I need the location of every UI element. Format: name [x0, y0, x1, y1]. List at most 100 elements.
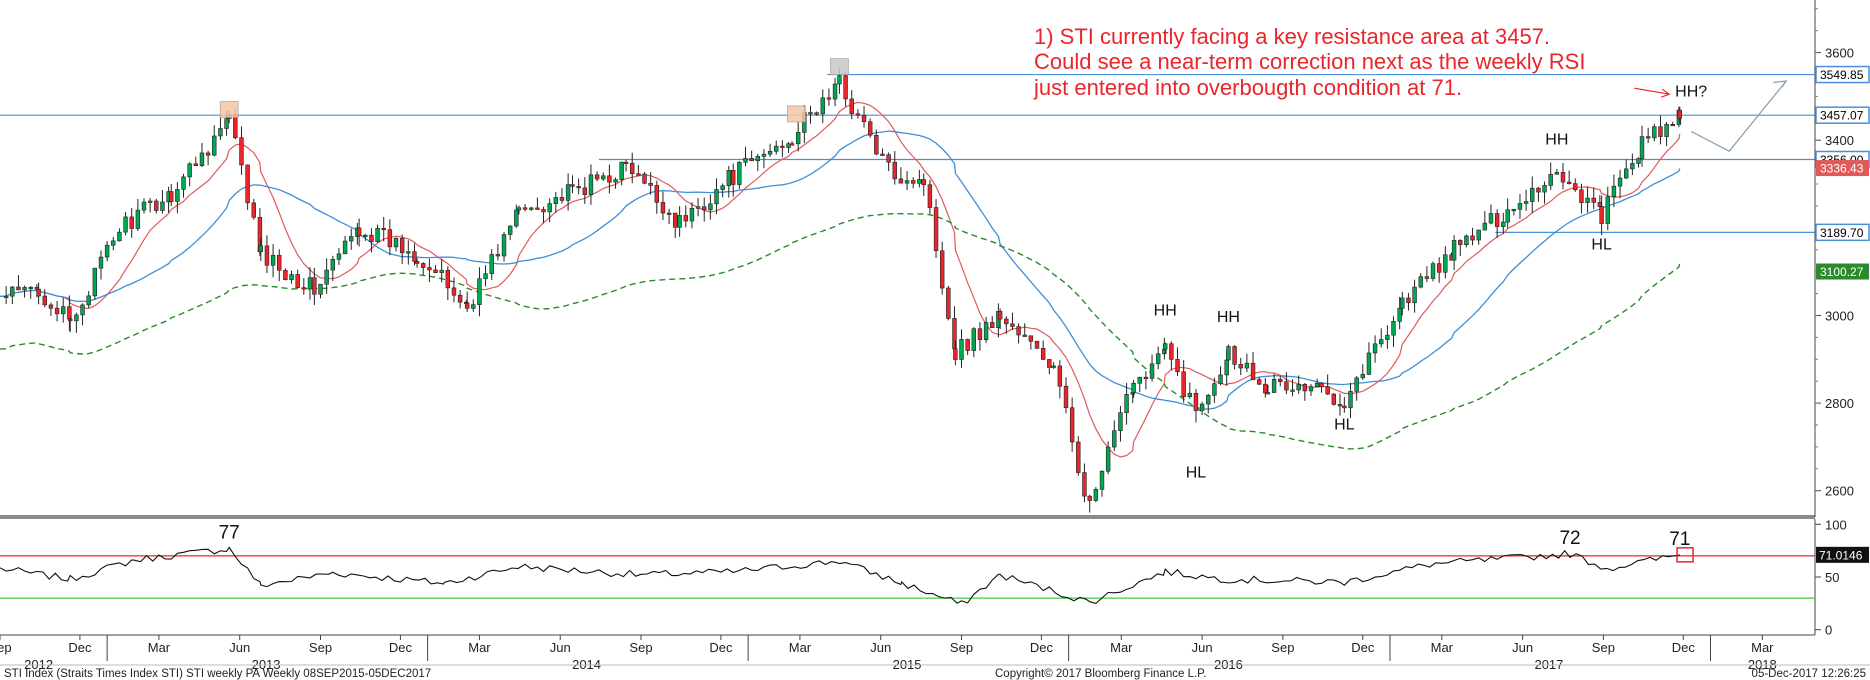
candle-body [1658, 126, 1663, 137]
candle-body [3, 295, 9, 298]
candle-body [613, 179, 618, 183]
highlight-box [830, 58, 849, 75]
ma-mid-line [0, 130, 1681, 410]
rsi-label: 72 [1559, 528, 1580, 549]
swing-label: HL [1334, 416, 1355, 433]
candle-body [421, 263, 426, 268]
candle-body [349, 236, 354, 242]
candle-body [1560, 172, 1566, 183]
candle-body [1652, 126, 1657, 139]
candle-body [251, 202, 256, 218]
footer-center: Copyright© 2017 Bloomberg Finance L.P. [995, 668, 1207, 680]
candle-body [636, 173, 641, 176]
candle-body [1010, 323, 1015, 327]
candle-body [1360, 374, 1365, 379]
annotation-line-1: 1) STI currently facing a key resistance… [1034, 24, 1550, 49]
candle-body [457, 294, 463, 303]
candle-body [1443, 254, 1448, 273]
candle-body [1271, 378, 1277, 393]
candle-body [1430, 263, 1436, 279]
rsi-tick-label: 0 [1825, 623, 1832, 638]
candle-body [1406, 297, 1411, 304]
candle-body [1599, 206, 1604, 224]
level-tag-box [1815, 65, 1870, 84]
candle-body [1511, 208, 1517, 212]
candle-body [911, 180, 916, 184]
candle-body [666, 212, 672, 215]
candle-body [1505, 209, 1510, 223]
candle-body [1314, 382, 1320, 387]
candle-body [1265, 392, 1271, 395]
candle-body [1617, 177, 1623, 187]
candle-body [1022, 334, 1027, 337]
candle-body [1099, 470, 1105, 490]
candle-body [218, 128, 223, 137]
candle-body [1579, 189, 1584, 203]
candle-body [1670, 123, 1675, 127]
candle-body [1244, 362, 1250, 369]
candle-body [169, 191, 174, 202]
candle-body [737, 161, 742, 185]
candle-body [1630, 163, 1635, 170]
candle-body [601, 175, 606, 180]
candle-body [933, 207, 939, 252]
highlight-box [787, 105, 806, 123]
candle-body [16, 286, 21, 291]
price-tick-label: 3400 [1825, 133, 1854, 148]
candle-body [318, 283, 323, 295]
candle-body [1028, 335, 1034, 342]
month-tick-label: Sep [1271, 640, 1294, 655]
candle-body [820, 97, 825, 115]
candle-body [1366, 352, 1372, 375]
candle-body [780, 145, 785, 148]
candle-body [68, 318, 73, 322]
candle-body [767, 151, 773, 155]
candle-body [495, 254, 501, 257]
candle-body [702, 206, 707, 211]
candle-body [880, 153, 885, 156]
candle-body [565, 184, 571, 201]
candle-body [607, 175, 612, 183]
candle-body [1302, 384, 1308, 392]
candle-body [1047, 359, 1052, 368]
candle-body [677, 215, 682, 228]
candle-body [80, 304, 85, 316]
candle-body [393, 238, 399, 248]
candle-body [406, 251, 411, 254]
candle-body [695, 206, 701, 209]
rsi-axis-ticks: 0 50 100 71.0146 [1815, 517, 1869, 638]
candle-body [623, 161, 629, 164]
candle-body [898, 178, 904, 184]
candle-body [175, 189, 180, 202]
candle-body [1458, 240, 1463, 246]
annotation-line-2: Could see a near-term correction next as… [1034, 49, 1585, 74]
candle-body [535, 207, 540, 210]
candle-body [1290, 389, 1295, 392]
candle-body [1464, 235, 1469, 246]
candle-body [965, 339, 970, 351]
candle-body [553, 197, 559, 204]
candle-body [743, 158, 748, 163]
candle-body [1494, 213, 1500, 227]
swing-label: HH? [1675, 83, 1707, 100]
candle-body [1226, 346, 1231, 361]
annotation-pointer-head [1661, 88, 1671, 98]
candle-body [582, 187, 588, 195]
candle-body [1131, 382, 1136, 393]
candle-body [1348, 391, 1353, 409]
candle-body [1232, 346, 1237, 365]
candle-body [755, 156, 760, 162]
candle-body [312, 277, 317, 295]
month-tick-label: Jun [229, 640, 250, 655]
candle-body [501, 234, 507, 257]
candle-body [1163, 343, 1168, 350]
month-tick-label: Jun [870, 640, 891, 655]
swing-label: HL [1591, 237, 1612, 254]
level-tag-label: 3457.07 [1820, 109, 1864, 123]
candle-body [1331, 393, 1337, 405]
candle-body [1372, 343, 1378, 354]
candle-body [264, 245, 270, 266]
candle-body [619, 161, 624, 180]
candle-body [1199, 403, 1205, 411]
candle-body [445, 269, 451, 289]
